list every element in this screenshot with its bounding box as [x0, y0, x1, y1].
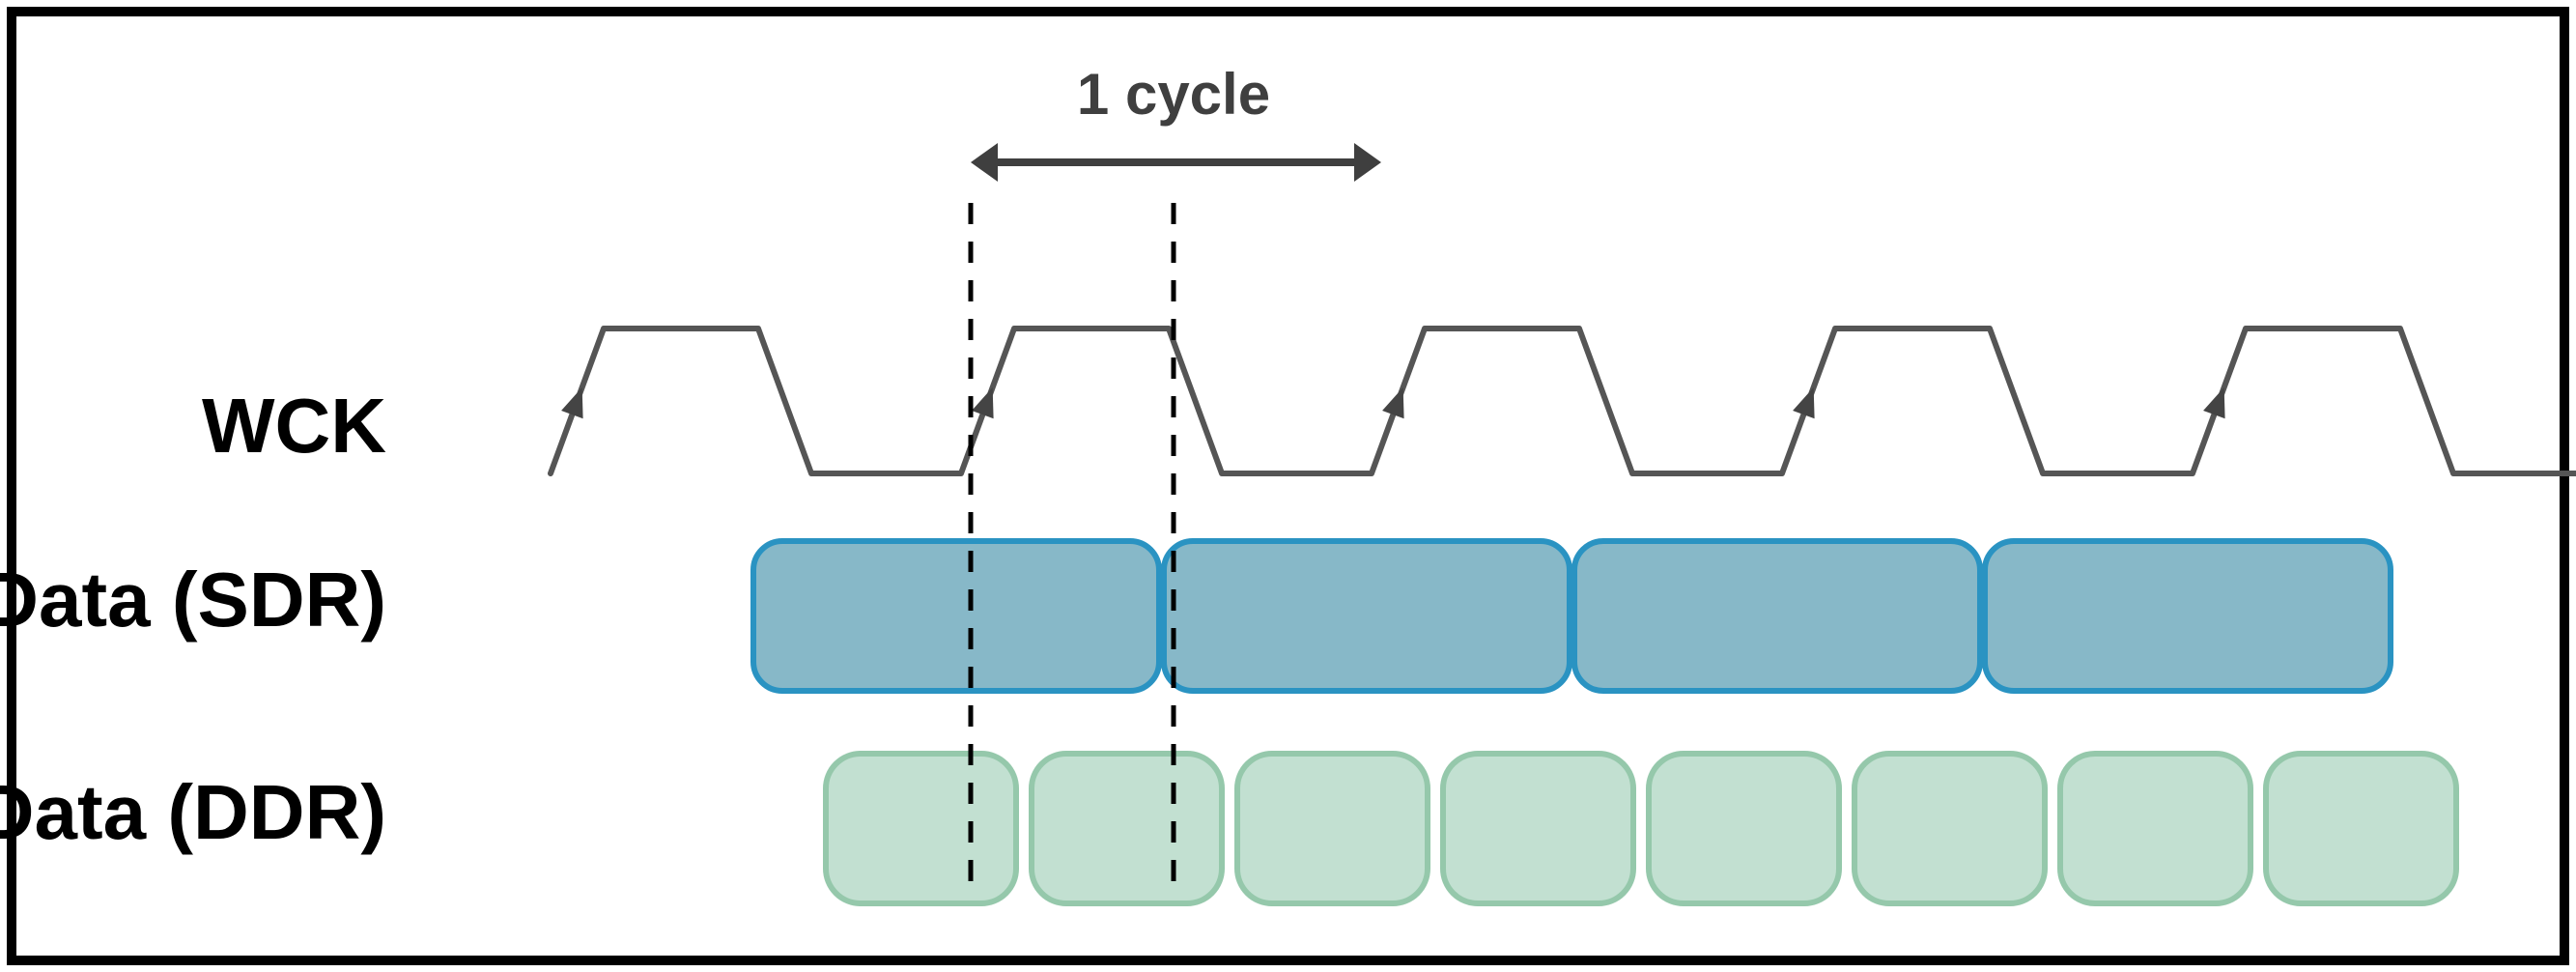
ddr-data-cell — [2266, 754, 2456, 903]
ddr-label: Data (DDR) — [0, 769, 386, 855]
ddr-data-cell — [1443, 754, 1633, 903]
ddr-data-cell — [826, 754, 1016, 903]
ddr-data-cell — [1649, 754, 1839, 903]
wck-label: WCK — [202, 383, 386, 469]
ddr-data-cell — [2060, 754, 2250, 903]
ddr-data-cell — [1237, 754, 1428, 903]
sdr-data-cell — [1985, 541, 2391, 691]
ddr-data-cell — [1854, 754, 2045, 903]
ddr-data-cell — [1032, 754, 1222, 903]
timing-diagram-svg: 1 cycle WCK Data (SDR) Data (DDR) — [0, 0, 2576, 972]
sdr-data-cell — [1574, 541, 1980, 691]
diagram-frame: 1 cycle WCK Data (SDR) Data (DDR) — [0, 0, 2576, 972]
sdr-data-cell — [1164, 541, 1570, 691]
sdr-label: Data (SDR) — [0, 557, 386, 643]
cycle-annotation-label: 1 cycle — [1077, 62, 1270, 127]
sdr-data-cell — [753, 541, 1159, 691]
